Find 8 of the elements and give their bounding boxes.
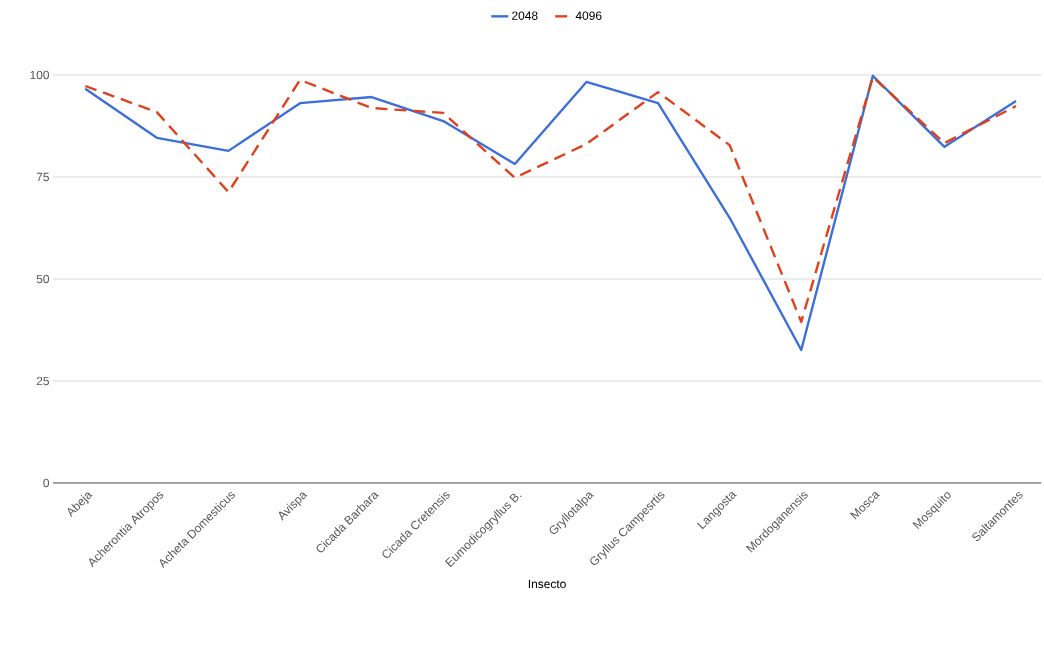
y-tick-label: 0	[43, 478, 50, 488]
y-tick-label: 25	[36, 376, 49, 386]
x-axis-title: Insecto	[528, 579, 566, 589]
y-tick-label: 100	[30, 70, 50, 80]
y-tick-label: 75	[36, 172, 49, 182]
y-tick-label: 50	[36, 274, 50, 284]
legend-label: 4096	[575, 11, 602, 20]
legend-label: 2048	[512, 11, 538, 20]
